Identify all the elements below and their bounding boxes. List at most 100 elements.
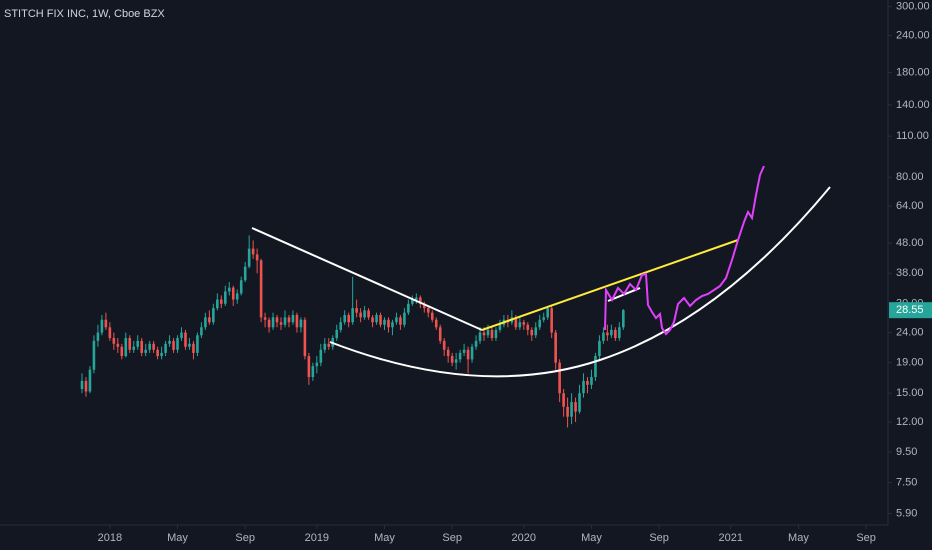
candle-body: [622, 310, 625, 328]
candle-body: [430, 312, 434, 320]
candle-body: [375, 314, 378, 323]
candle-body: [462, 349, 466, 353]
x-tick-label: Sep: [649, 532, 669, 544]
candle-body: [518, 322, 522, 328]
candle-body: [438, 327, 442, 341]
candle-body: [530, 329, 534, 336]
candle-body: [566, 406, 569, 417]
x-tick-label: 2020: [512, 532, 536, 544]
candle-body: [307, 356, 311, 378]
drawings: [251, 165, 831, 378]
candle-body: [168, 340, 171, 344]
candle-body: [235, 293, 239, 300]
y-tick-label: 19.00: [896, 357, 924, 369]
candle-body: [598, 340, 601, 357]
candle-body: [128, 338, 132, 350]
y-tick-label: 24.00: [896, 326, 924, 338]
candle-body: [152, 343, 155, 350]
candle-body: [339, 322, 343, 330]
candle-body: [323, 343, 327, 350]
candle-body: [411, 299, 414, 304]
candle-body: [220, 299, 223, 304]
candle-body: [279, 322, 283, 325]
y-tick-label: 15.00: [896, 387, 924, 399]
candle-body: [391, 322, 394, 328]
y-tick-label: 7.50: [896, 477, 917, 489]
candle-body: [216, 299, 219, 309]
candle-body: [554, 332, 557, 363]
candle-body: [315, 362, 319, 367]
candle-body: [200, 327, 203, 336]
candle-body: [239, 280, 243, 294]
candle-body: [562, 393, 565, 407]
candle-body: [140, 340, 143, 353]
candle-body: [180, 332, 183, 339]
candle-body: [335, 329, 339, 339]
candle-body: [490, 329, 494, 339]
candle-body: [327, 343, 331, 347]
candle-body: [546, 308, 549, 318]
candle-body: [606, 332, 609, 336]
candle-body: [610, 329, 613, 336]
candle-body: [291, 314, 295, 323]
candle-body: [88, 369, 92, 392]
candle-body: [319, 349, 323, 363]
candle-body: [466, 349, 470, 360]
x-tick-label: Sep: [235, 532, 255, 544]
candle-body: [80, 380, 84, 389]
candle-body: [526, 324, 530, 330]
candle-body: [311, 366, 315, 378]
candle-body: [434, 319, 438, 328]
candle-body: [355, 308, 358, 313]
x-tick-label: 2019: [305, 532, 329, 544]
candle-body: [116, 343, 120, 347]
candle-body: [522, 322, 526, 325]
candle-body: [359, 312, 362, 318]
candle-body: [578, 393, 581, 412]
candle-body: [454, 359, 458, 363]
candle-body: [192, 343, 195, 353]
y-tick-label: 300.00: [896, 1, 930, 13]
candle-body: [594, 356, 597, 378]
candle-body: [470, 346, 474, 360]
x-tick-label: 2021: [719, 532, 743, 544]
candle-body: [367, 310, 370, 318]
candle-body: [415, 297, 418, 300]
candle-body: [446, 349, 450, 357]
candle-body: [395, 317, 398, 323]
candle-body: [255, 254, 259, 261]
candle-body: [343, 314, 346, 323]
candle-body: [251, 248, 255, 255]
candle-body: [574, 402, 577, 412]
x-tick-label: May: [788, 532, 809, 544]
x-tick-label: May: [167, 532, 188, 544]
y-tick-label: 5.90: [896, 507, 917, 519]
y-tick-label: 180.00: [896, 67, 930, 79]
candle-body: [247, 248, 251, 267]
y-tick-label: 110.00: [896, 130, 929, 142]
candle-body: [534, 327, 538, 336]
y-tick-label: 48.00: [896, 237, 924, 249]
candle-body: [271, 317, 275, 328]
candle-body: [287, 317, 291, 323]
candle-body: [383, 319, 386, 325]
candle-body: [542, 317, 546, 320]
plot: [80, 235, 625, 428]
candle-body: [478, 332, 482, 341]
candle-body: [104, 319, 108, 328]
candle-body: [558, 362, 561, 394]
candle-body: [283, 317, 287, 325]
cup-curve: [329, 186, 831, 378]
candle-body: [160, 352, 163, 357]
projection-path: [604, 165, 765, 336]
candle-body: [275, 317, 279, 323]
candle-body: [379, 314, 382, 325]
candle-body: [387, 319, 390, 328]
candle-body: [474, 340, 478, 347]
candle-body: [422, 303, 426, 309]
candle-body: [263, 317, 267, 320]
y-tick-label: 140.00: [896, 99, 930, 111]
candle-body: [426, 308, 430, 313]
candle-body: [590, 377, 593, 385]
